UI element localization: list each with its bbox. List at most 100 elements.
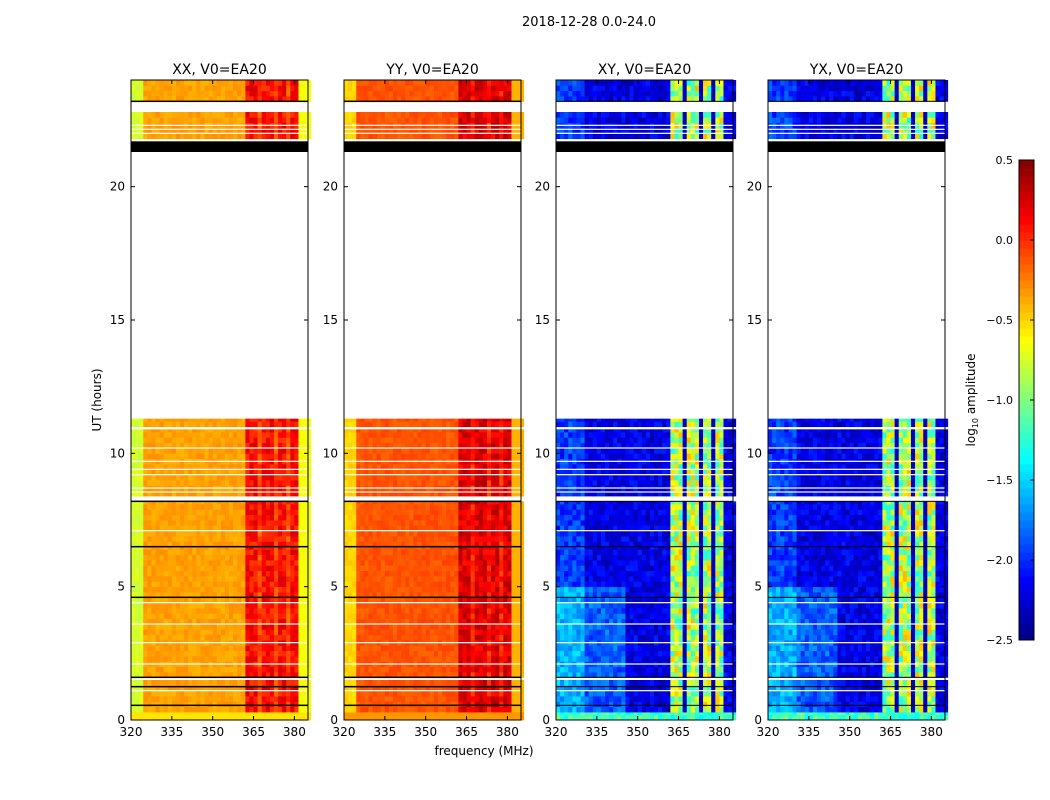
heatmap-cell bbox=[486, 586, 492, 593]
heatmap-cell bbox=[290, 656, 295, 662]
heatmap-cell bbox=[224, 442, 230, 449]
heatmap-cell bbox=[429, 549, 435, 556]
heatmap-cell bbox=[249, 514, 254, 521]
heatmap-cell bbox=[257, 565, 263, 572]
heatmap-cell bbox=[519, 602, 525, 609]
heatmap-cell bbox=[397, 685, 402, 692]
heatmap-cell bbox=[437, 570, 443, 577]
heatmap-cell bbox=[257, 448, 263, 454]
heatmap-cell bbox=[450, 581, 455, 588]
heatmap-cell bbox=[515, 570, 521, 577]
heatmap-cell bbox=[131, 128, 136, 134]
heatmap-cell bbox=[364, 714, 369, 721]
heatmap-cell bbox=[171, 592, 177, 598]
heatmap-cell bbox=[237, 586, 242, 593]
heatmap-cell bbox=[491, 592, 496, 598]
heatmap-cell bbox=[344, 581, 349, 588]
heatmap-cell bbox=[245, 685, 250, 692]
heatmap-cell bbox=[237, 90, 242, 97]
heatmap-cell bbox=[229, 80, 234, 86]
heatmap-cell bbox=[131, 541, 136, 548]
heatmap-cell bbox=[200, 608, 205, 614]
heatmap-cell bbox=[425, 586, 431, 593]
heatmap-cell bbox=[208, 480, 214, 486]
heatmap-cell bbox=[306, 418, 312, 422]
heatmap-cell bbox=[233, 480, 238, 486]
heatmap-cell bbox=[348, 712, 353, 716]
heatmap-cell bbox=[245, 565, 250, 572]
heatmap-cell bbox=[388, 597, 394, 604]
heatmap-cell bbox=[511, 650, 516, 657]
heatmap-cell bbox=[163, 514, 169, 521]
heatmap-cell bbox=[278, 608, 283, 614]
heatmap-cell bbox=[200, 592, 205, 598]
heatmap-cell bbox=[139, 112, 144, 118]
heatmap-cell bbox=[257, 112, 263, 118]
heatmap-cell bbox=[306, 469, 312, 476]
heatmap-cell bbox=[249, 464, 254, 470]
heatmap-cell bbox=[421, 685, 427, 692]
heatmap-cell bbox=[175, 701, 181, 708]
heatmap-cell bbox=[286, 618, 291, 625]
heatmap-cell bbox=[458, 666, 463, 673]
heatmap-cell bbox=[495, 586, 500, 593]
heatmap-cell bbox=[184, 629, 189, 636]
heatmap-cell bbox=[208, 629, 214, 636]
heatmap-cell bbox=[241, 554, 246, 561]
heatmap-cell bbox=[511, 586, 516, 593]
heatmap-cell bbox=[257, 656, 263, 662]
heatmap-cell bbox=[135, 541, 140, 548]
heatmap-cell bbox=[200, 701, 205, 708]
heatmap-cell bbox=[143, 469, 148, 476]
heatmap-cell bbox=[401, 656, 406, 662]
heatmap-cell bbox=[135, 464, 140, 470]
heatmap-cell bbox=[278, 128, 283, 134]
heatmap-cell bbox=[372, 690, 378, 697]
heatmap-cell bbox=[421, 480, 427, 486]
heatmap-cell bbox=[257, 520, 263, 526]
heatmap-cell bbox=[159, 680, 165, 686]
heatmap-cell bbox=[143, 645, 148, 652]
heatmap-cell bbox=[265, 464, 271, 470]
heatmap-cell bbox=[261, 570, 267, 577]
heatmap-cell bbox=[151, 490, 156, 497]
heatmap-cell bbox=[519, 520, 525, 526]
heatmap-cell bbox=[388, 706, 394, 713]
heatmap-cell bbox=[306, 530, 312, 537]
heatmap-cell bbox=[519, 690, 525, 697]
heatmap-cell bbox=[237, 565, 242, 572]
heatmap-cell bbox=[175, 464, 181, 470]
heatmap-cell bbox=[388, 490, 394, 497]
heatmap-cell bbox=[454, 525, 459, 532]
heatmap-cell bbox=[282, 586, 287, 593]
heatmap-cell bbox=[184, 469, 189, 476]
heatmap-cell bbox=[175, 685, 181, 692]
heatmap-cell bbox=[204, 680, 209, 686]
heatmap-cell bbox=[282, 560, 287, 566]
heatmap-cell bbox=[212, 80, 218, 86]
heatmap-cell bbox=[348, 602, 353, 609]
heatmap-cell bbox=[241, 624, 246, 630]
heatmap-cell bbox=[253, 650, 259, 657]
heatmap-cell bbox=[397, 586, 402, 593]
heatmap-cell bbox=[360, 618, 365, 625]
heatmap-cell bbox=[269, 685, 275, 692]
heatmap-cell bbox=[393, 706, 398, 713]
heatmap-cell bbox=[184, 453, 189, 460]
heatmap-cell bbox=[171, 696, 177, 702]
heatmap-cell bbox=[282, 85, 287, 92]
heatmap-cell bbox=[474, 680, 480, 686]
heatmap-cell bbox=[519, 661, 525, 668]
heatmap-cell bbox=[466, 680, 472, 686]
heatmap-cell bbox=[184, 592, 189, 598]
heatmap-cell bbox=[360, 546, 365, 550]
heatmap-cell bbox=[519, 576, 525, 582]
heatmap-cell bbox=[294, 634, 299, 641]
heatmap-cell bbox=[495, 701, 500, 708]
heatmap-cell bbox=[478, 504, 484, 510]
heatmap-cell bbox=[241, 509, 246, 516]
heatmap-cell bbox=[306, 437, 312, 444]
heatmap-cell bbox=[417, 624, 422, 630]
heatmap-cell bbox=[237, 432, 242, 438]
